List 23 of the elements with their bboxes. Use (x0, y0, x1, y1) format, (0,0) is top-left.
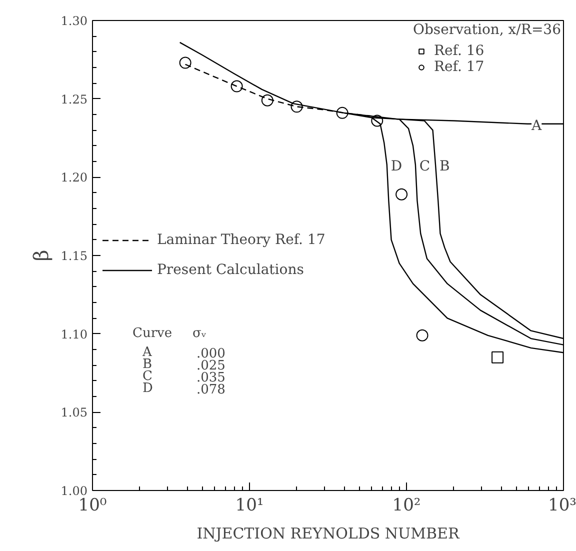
x-tick-label: 10⁰ (78, 496, 107, 516)
legend-label: Ref. 17 (434, 59, 484, 75)
annotation: C (419, 158, 430, 175)
y-tick-label: 1.30 (60, 14, 88, 28)
legend-label: Present Calculations (157, 262, 304, 278)
x-axis-title: INJECTION REYNOLDS NUMBER (196, 524, 460, 542)
text: Curve σᵥ (132, 326, 206, 341)
legend-label: Ref. 16 (434, 43, 484, 59)
y-tick-label: 1.05 (60, 406, 88, 420)
x-tick-label: 10³ (548, 496, 576, 516)
y-tick-label: 1.00 (60, 484, 88, 498)
y-tick-label: 1.15 (60, 249, 88, 263)
x-tick-label: 10¹ (235, 496, 264, 516)
annotation: D (390, 158, 402, 175)
y-tick-label: 1.10 (60, 327, 88, 342)
annotation: A (530, 118, 543, 134)
y-axis-title: β (28, 250, 53, 262)
y-tick-label: 1.20 (60, 170, 88, 185)
legend-title: Observation, x/R=36 (412, 22, 561, 38)
x-tick-label: 10² (392, 496, 421, 516)
legend-label: Laminar Theory Ref. 17 (157, 232, 326, 248)
y-tick-label: 1.25 (60, 92, 88, 106)
annotation: B (439, 158, 450, 175)
